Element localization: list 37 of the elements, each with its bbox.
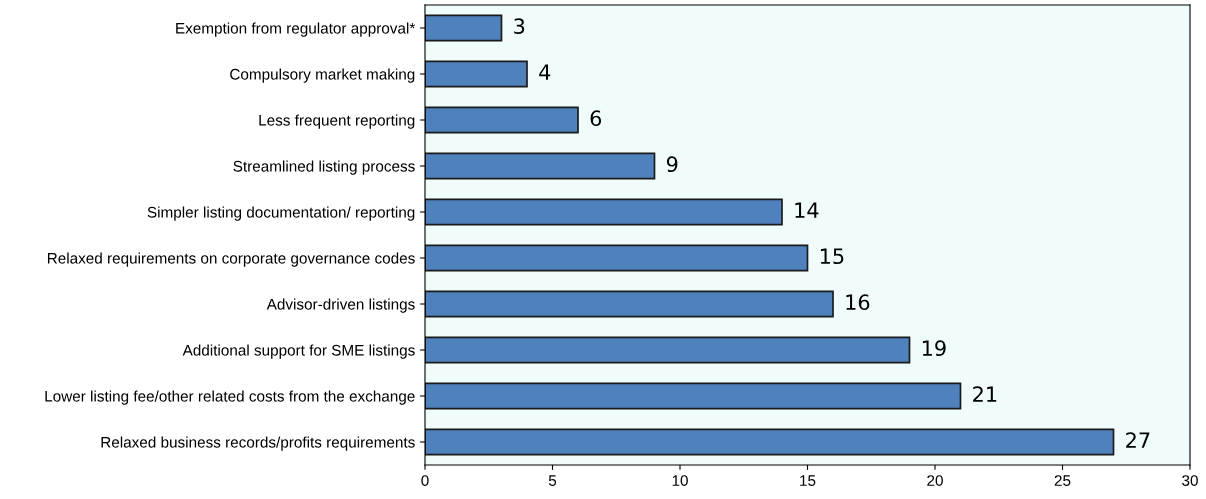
y-tick-label: Streamlined listing process (233, 160, 415, 175)
x-tick-label: 15 (800, 475, 816, 486)
data-label: 27 (1126, 432, 1150, 448)
data-label: 3 (514, 18, 525, 35)
x-tick-label: 0 (421, 475, 429, 486)
bar (425, 290, 834, 318)
y-tick-label: Compulsory market making (230, 68, 415, 83)
y-tick-label: Advisor-driven listings (266, 298, 415, 313)
data-label: 14 (795, 202, 819, 218)
bar (425, 60, 528, 88)
y-tick-label: Relaxed business records/profits requirements (101, 436, 415, 451)
bar (425, 14, 503, 42)
x-tick-label: 20 (927, 475, 943, 486)
bar (425, 336, 911, 364)
bar (425, 428, 1115, 456)
data-label: 15 (820, 248, 844, 265)
bar (425, 198, 783, 226)
bar (425, 382, 962, 410)
y-tick-label: Less frequent reporting (259, 114, 415, 129)
x-tick-label: 30 (1182, 475, 1198, 486)
data-label: 6 (590, 110, 602, 127)
bar (425, 244, 809, 272)
bar (425, 106, 579, 134)
y-tick-label: Simpler listing documentation/ reporting (147, 206, 415, 221)
y-tick-label: Exemption from regulator approval* (176, 22, 416, 37)
y-tick-label: Additional support for SME listings (182, 344, 415, 359)
data-label: 21 (973, 386, 997, 402)
data-label: 4 (539, 64, 551, 80)
x-tick-label: 5 (548, 475, 557, 486)
data-label: 16 (846, 294, 870, 311)
y-tick-label: Lower listing fee/other related costs from the exchange (45, 390, 415, 405)
data-label: 19 (922, 340, 946, 357)
y-tick-label: Relaxed requirements on corporate governance codes (47, 252, 415, 267)
x-tick-label: 25 (1054, 475, 1071, 486)
x-tick-label: 10 (672, 475, 688, 486)
data-label: 9 (666, 156, 678, 173)
bar (425, 152, 656, 180)
